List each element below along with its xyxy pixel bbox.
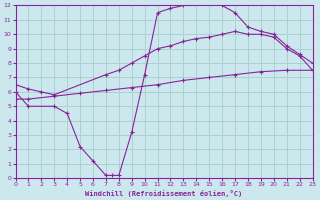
X-axis label: Windchill (Refroidissement éolien,°C): Windchill (Refroidissement éolien,°C) bbox=[85, 190, 243, 197]
